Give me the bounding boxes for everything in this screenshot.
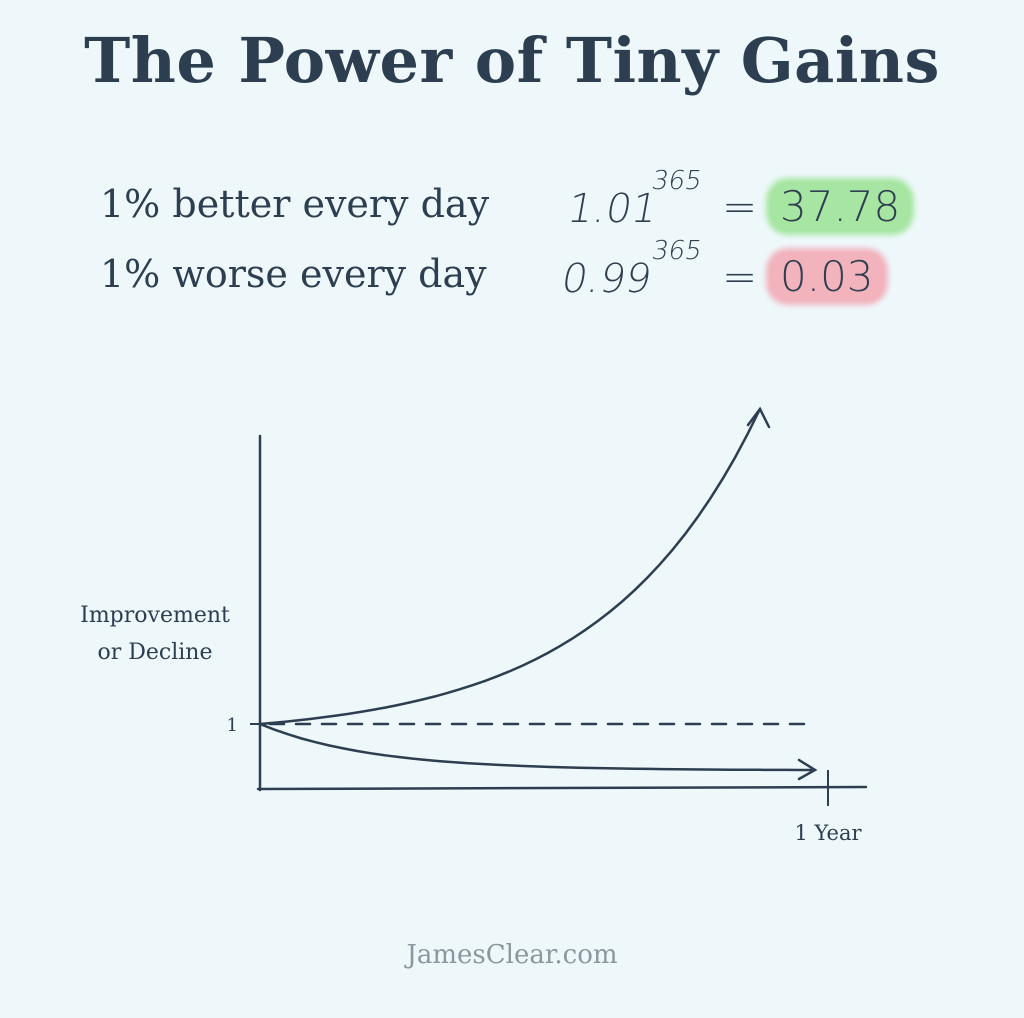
- equation-label: 1% worse every day: [100, 252, 487, 296]
- equals-sign: =: [722, 252, 758, 301]
- y-axis-label-line2: or Decline: [98, 640, 213, 665]
- decline-curve-line: [258, 722, 817, 772]
- equation-label: 1% better every day: [100, 182, 490, 226]
- footer-credit: JamesClear.com: [406, 940, 618, 970]
- growth-curve-arrowhead: [746, 406, 771, 429]
- y-tick-label: 1: [227, 715, 238, 736]
- x-axis: [256, 785, 868, 791]
- x-tick-label: 1 Year: [794, 821, 862, 845]
- decline-curve-arrowhead: [797, 758, 818, 781]
- equation-result-bad: 0.03: [770, 252, 884, 301]
- equation-row-better: 1% better every day 1.01 365 = 37.78: [0, 166, 1024, 238]
- y-axis-label-line1: Improvement: [80, 603, 230, 628]
- equals-sign: =: [722, 182, 758, 231]
- equation-result-good: 37.78: [770, 182, 911, 231]
- growth-curve-line: [258, 407, 762, 726]
- page-title: The Power of Tiny Gains: [84, 24, 940, 97]
- equation-row-worse: 1% worse every day 0.99 365 = 0.03: [0, 236, 1024, 308]
